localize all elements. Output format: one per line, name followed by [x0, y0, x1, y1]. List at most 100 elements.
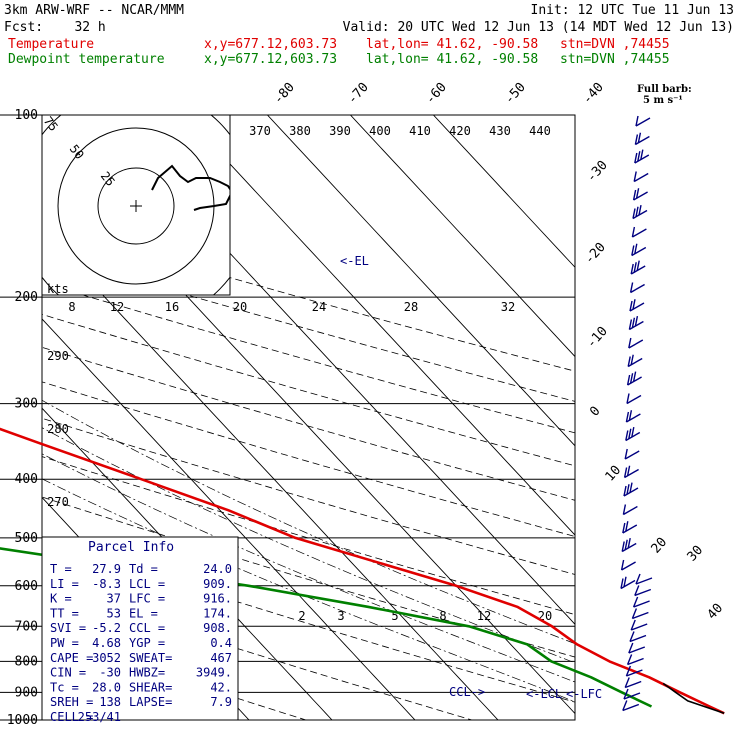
wind-barb — [628, 646, 646, 654]
left-theta-label: 270 — [47, 495, 69, 509]
parcel-info-cell: 467 — [210, 651, 232, 665]
theta-label: 380 — [289, 124, 311, 138]
left-theta-label: 280 — [47, 422, 69, 436]
wind-barb — [635, 117, 651, 127]
parcel-info-cell: 42. — [210, 680, 232, 694]
parcel-info-rows: T = 27.9 Td = 24.0 LI = -8.3 LCL = 909. K = 37 LFC… — [50, 562, 232, 724]
lcl-marker: <-LCL — [526, 687, 562, 701]
isotherm-label: -80 — [271, 80, 298, 107]
wind-barb-flag — [634, 585, 640, 596]
wind-barb-flag — [628, 337, 632, 349]
parcel-info-cell: EL = — [129, 606, 158, 620]
hodograph-trace — [151, 164, 230, 211]
wind-barb-flag — [631, 226, 636, 238]
wind-barb-flag — [633, 262, 637, 273]
wind-barb-flag — [634, 152, 638, 164]
parcel-info-cell: -5.2 — [92, 621, 121, 635]
isotherm-label: -50 — [502, 80, 529, 107]
wind-barb-flag — [625, 521, 629, 532]
theta-label: 390 — [329, 124, 351, 138]
wind-key-title: Full barb: — [637, 84, 692, 95]
parcel-info-cell: 0.4 — [210, 636, 232, 650]
parcel-info-cell: Tc = — [50, 680, 79, 694]
wind-barb-flag — [637, 132, 642, 143]
wind-barb-flag — [628, 428, 632, 439]
isotherm-label: -20 — [582, 240, 609, 267]
parcel-info-title: Parcel Info — [88, 540, 174, 555]
low-mixing-label: 3 — [337, 609, 344, 623]
profiles — [0, 427, 725, 715]
dry-adiabat — [42, 417, 575, 575]
mixing-ratio-label: 24 — [312, 300, 326, 314]
wind-barb-flag — [632, 371, 637, 382]
wind-barb — [624, 680, 642, 689]
wind-barb-flag — [633, 171, 637, 182]
parcel-info-cell: 3052 — [92, 651, 121, 665]
wind-barb — [622, 524, 638, 534]
wind-barb-flag — [625, 430, 629, 441]
wind-barb-flag — [635, 188, 640, 199]
wind-barb-flag — [622, 504, 627, 515]
isotherm-line — [101, 115, 575, 626]
parcel-info-cell: 53 — [107, 606, 121, 620]
isotherm-label: 20 — [649, 535, 671, 557]
isotherm-label: -10 — [584, 324, 611, 351]
wind-barb-flag — [624, 539, 628, 550]
init-time: Init: 12 UTC Tue 11 Jun 13 — [531, 3, 735, 18]
parcel-info-cell: TT = — [50, 606, 79, 620]
mixing-ratio-label: 12 — [110, 300, 124, 314]
wind-barb — [627, 376, 642, 386]
hodo-origin — [130, 200, 142, 212]
isotherm-line — [42, 318, 416, 720]
theta-label: 370 — [249, 124, 271, 138]
dew-station: stn=DVN ,74455 — [560, 52, 670, 67]
dry-adiabat — [42, 346, 575, 501]
temperature-profile — [0, 427, 725, 715]
pressure-label: 900 — [15, 685, 38, 700]
parcel-info-cell: 174. — [203, 606, 232, 620]
isotherm-label: -70 — [345, 80, 372, 107]
parcel-info-cell: SVI = — [50, 621, 86, 635]
isotherm-label: -30 — [584, 158, 611, 185]
wind-barb-flag — [629, 300, 633, 312]
theta-label: 440 — [529, 124, 551, 138]
parcel-info-cell: SWEAT= — [129, 651, 172, 665]
wind-key-value: 5 m s⁻¹ — [643, 95, 683, 106]
wind-barb — [634, 154, 650, 164]
wind-barb-flag — [632, 189, 637, 201]
isotherm-label: 40 — [705, 601, 727, 623]
isotherm-line — [184, 115, 575, 536]
wind-barb-flag — [630, 263, 634, 275]
pressure-label: 800 — [15, 654, 38, 669]
isotherm-line — [350, 115, 575, 358]
dew-latlon: lat,lon= 41.62, -90.58 — [366, 52, 538, 67]
wind-barb — [633, 600, 650, 608]
wind-barb — [630, 283, 645, 294]
parcel-info-cell: SREH = — [50, 695, 93, 709]
wind-barb-flag — [625, 411, 630, 423]
isotherm-line — [267, 115, 575, 447]
wind-barb-flag — [626, 465, 631, 476]
hodo-ring-25 — [97, 167, 175, 245]
parcel-trace — [662, 682, 725, 715]
wind-barb-flag — [629, 373, 634, 384]
wind-barb — [631, 246, 647, 257]
wind-barb-flag — [637, 151, 641, 162]
theta-label: 420 — [449, 124, 471, 138]
parcel-info-cell: 909. — [203, 577, 232, 591]
parcel-info-cell: 7.9 — [210, 695, 232, 709]
wind-barb-flag — [629, 631, 635, 642]
dewpoint-profile — [0, 547, 653, 708]
wind-barb-flag — [624, 448, 628, 460]
wind-barb — [626, 413, 641, 423]
parcel-info-cell: LFC = — [129, 592, 165, 606]
valid-time: Valid: 20 UTC Wed 12 Jun 13 (14 MDT Wed … — [343, 20, 734, 35]
wind-barb-flag — [622, 522, 626, 534]
pressure-label: 300 — [15, 397, 38, 412]
pressure-label: 700 — [15, 619, 38, 634]
wind-barb — [632, 228, 647, 238]
temp-station: stn=DVN ,74455 — [560, 37, 670, 52]
wind-barb-flag — [635, 573, 641, 585]
wind-barb-flag — [625, 665, 632, 677]
wind-barb — [620, 579, 636, 590]
